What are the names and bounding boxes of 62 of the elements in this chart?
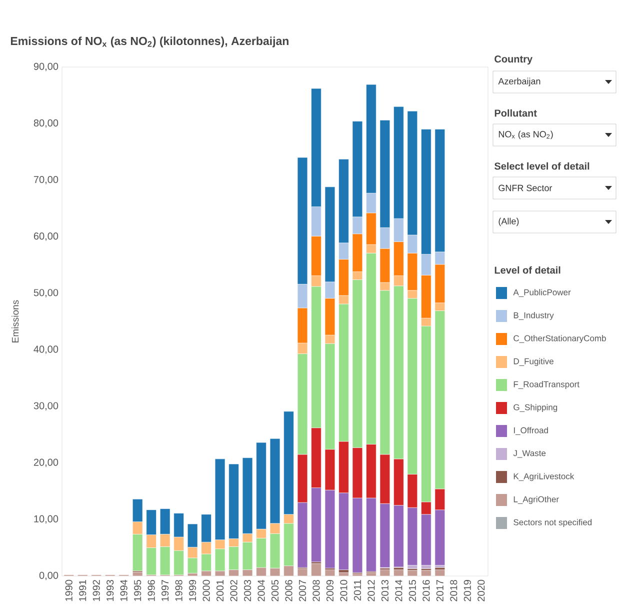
- legend-label: D_Fugitive: [514, 358, 554, 366]
- x-tick-label: 2014: [395, 580, 402, 602]
- x-tick-label: 2002: [230, 580, 238, 602]
- x-tick-label: 2012: [368, 580, 375, 602]
- x-tick-label: 1994: [120, 580, 128, 601]
- text: Country: [494, 55, 532, 65]
- x-tick-label: 2003: [244, 580, 252, 602]
- x-tick-label: 1996: [148, 580, 155, 601]
- y-tick-label: 10,00: [34, 515, 58, 524]
- x-tick-label: 1993: [106, 580, 114, 601]
- text: Pollutant: [494, 109, 537, 117]
- x-tick-label: 2016: [422, 580, 430, 602]
- legend-title: Level of detail: [494, 266, 560, 274]
- text: (Alle): [498, 218, 519, 226]
- x-tick-label: 2007: [298, 580, 306, 602]
- legend-label: A_PublicPower: [513, 289, 571, 297]
- text: NO$_{x}$ (as NO$_{2}$): [498, 130, 553, 140]
- x-tick-label: 2000: [202, 580, 210, 602]
- y-tick-label: 30,00: [34, 402, 58, 410]
- x-tick-label: 1997: [162, 580, 169, 601]
- x-tick-label: 2018: [450, 580, 458, 602]
- text: Azerbaijan: [498, 78, 540, 86]
- x-tick-label: 2001: [216, 580, 224, 602]
- text: Select level of detail: [494, 162, 590, 170]
- x-tick-label: 2015: [408, 580, 416, 602]
- y-tick-label: 0,00: [39, 572, 58, 580]
- legend-label: K_AgriLivestock: [514, 473, 574, 481]
- y-tick-label: 60,00: [34, 232, 58, 241]
- chart-title: Emissions of NO$_{x}$ (as NO$_{2}$) (kilotonnes), Azerbaijan: [10, 36, 288, 48]
- legend-label: Sectors not specified: [514, 519, 592, 527]
- legend-label: B_Industry: [514, 312, 554, 320]
- text: GNFR Sector: [498, 184, 552, 192]
- x-tick-label: 2011: [354, 580, 361, 601]
- legend-label: G_Shipping: [514, 404, 558, 412]
- x-tick-label: 2013: [381, 580, 388, 602]
- y-tick-label: 50,00: [34, 289, 58, 298]
- x-tick-label: 2006: [285, 580, 292, 602]
- x-tick-label: 2005: [271, 580, 279, 602]
- y-axis-title: Emissions: [12, 300, 19, 342]
- legend-label: C_OtherStationaryComb: [514, 335, 606, 343]
- legend-label: F_RoadTransport: [514, 381, 580, 389]
- x-tick-label: 2004: [258, 580, 265, 602]
- y-tick-label: 70,00: [34, 176, 58, 184]
- x-tick-label: 2009: [326, 580, 334, 602]
- x-tick-label: 1991: [79, 580, 86, 601]
- x-tick-label: 1998: [175, 580, 182, 601]
- x-tick-label: 2008: [312, 580, 320, 602]
- legend-label: J_Waste: [513, 450, 546, 458]
- x-tick-label: 1999: [189, 580, 196, 601]
- x-tick-label: 1995: [134, 580, 142, 601]
- y-tick-label: 40,00: [34, 346, 58, 354]
- y-tick-label: 20,00: [34, 458, 58, 468]
- x-tick-label: 1990: [65, 580, 72, 601]
- y-tick-label: 90,00: [34, 62, 58, 72]
- y-tick-label: 80,00: [34, 119, 58, 128]
- legend-label: L_AgriOther: [514, 496, 559, 504]
- x-tick-label: 2010: [340, 580, 348, 602]
- legend-label: I_Offroad: [514, 427, 548, 435]
- x-tick-label: 2019: [464, 580, 471, 602]
- x-tick-label: 1992: [92, 580, 100, 601]
- x-tick-label: 2017: [436, 580, 444, 602]
- x-tick-label: 2020: [478, 580, 485, 602]
